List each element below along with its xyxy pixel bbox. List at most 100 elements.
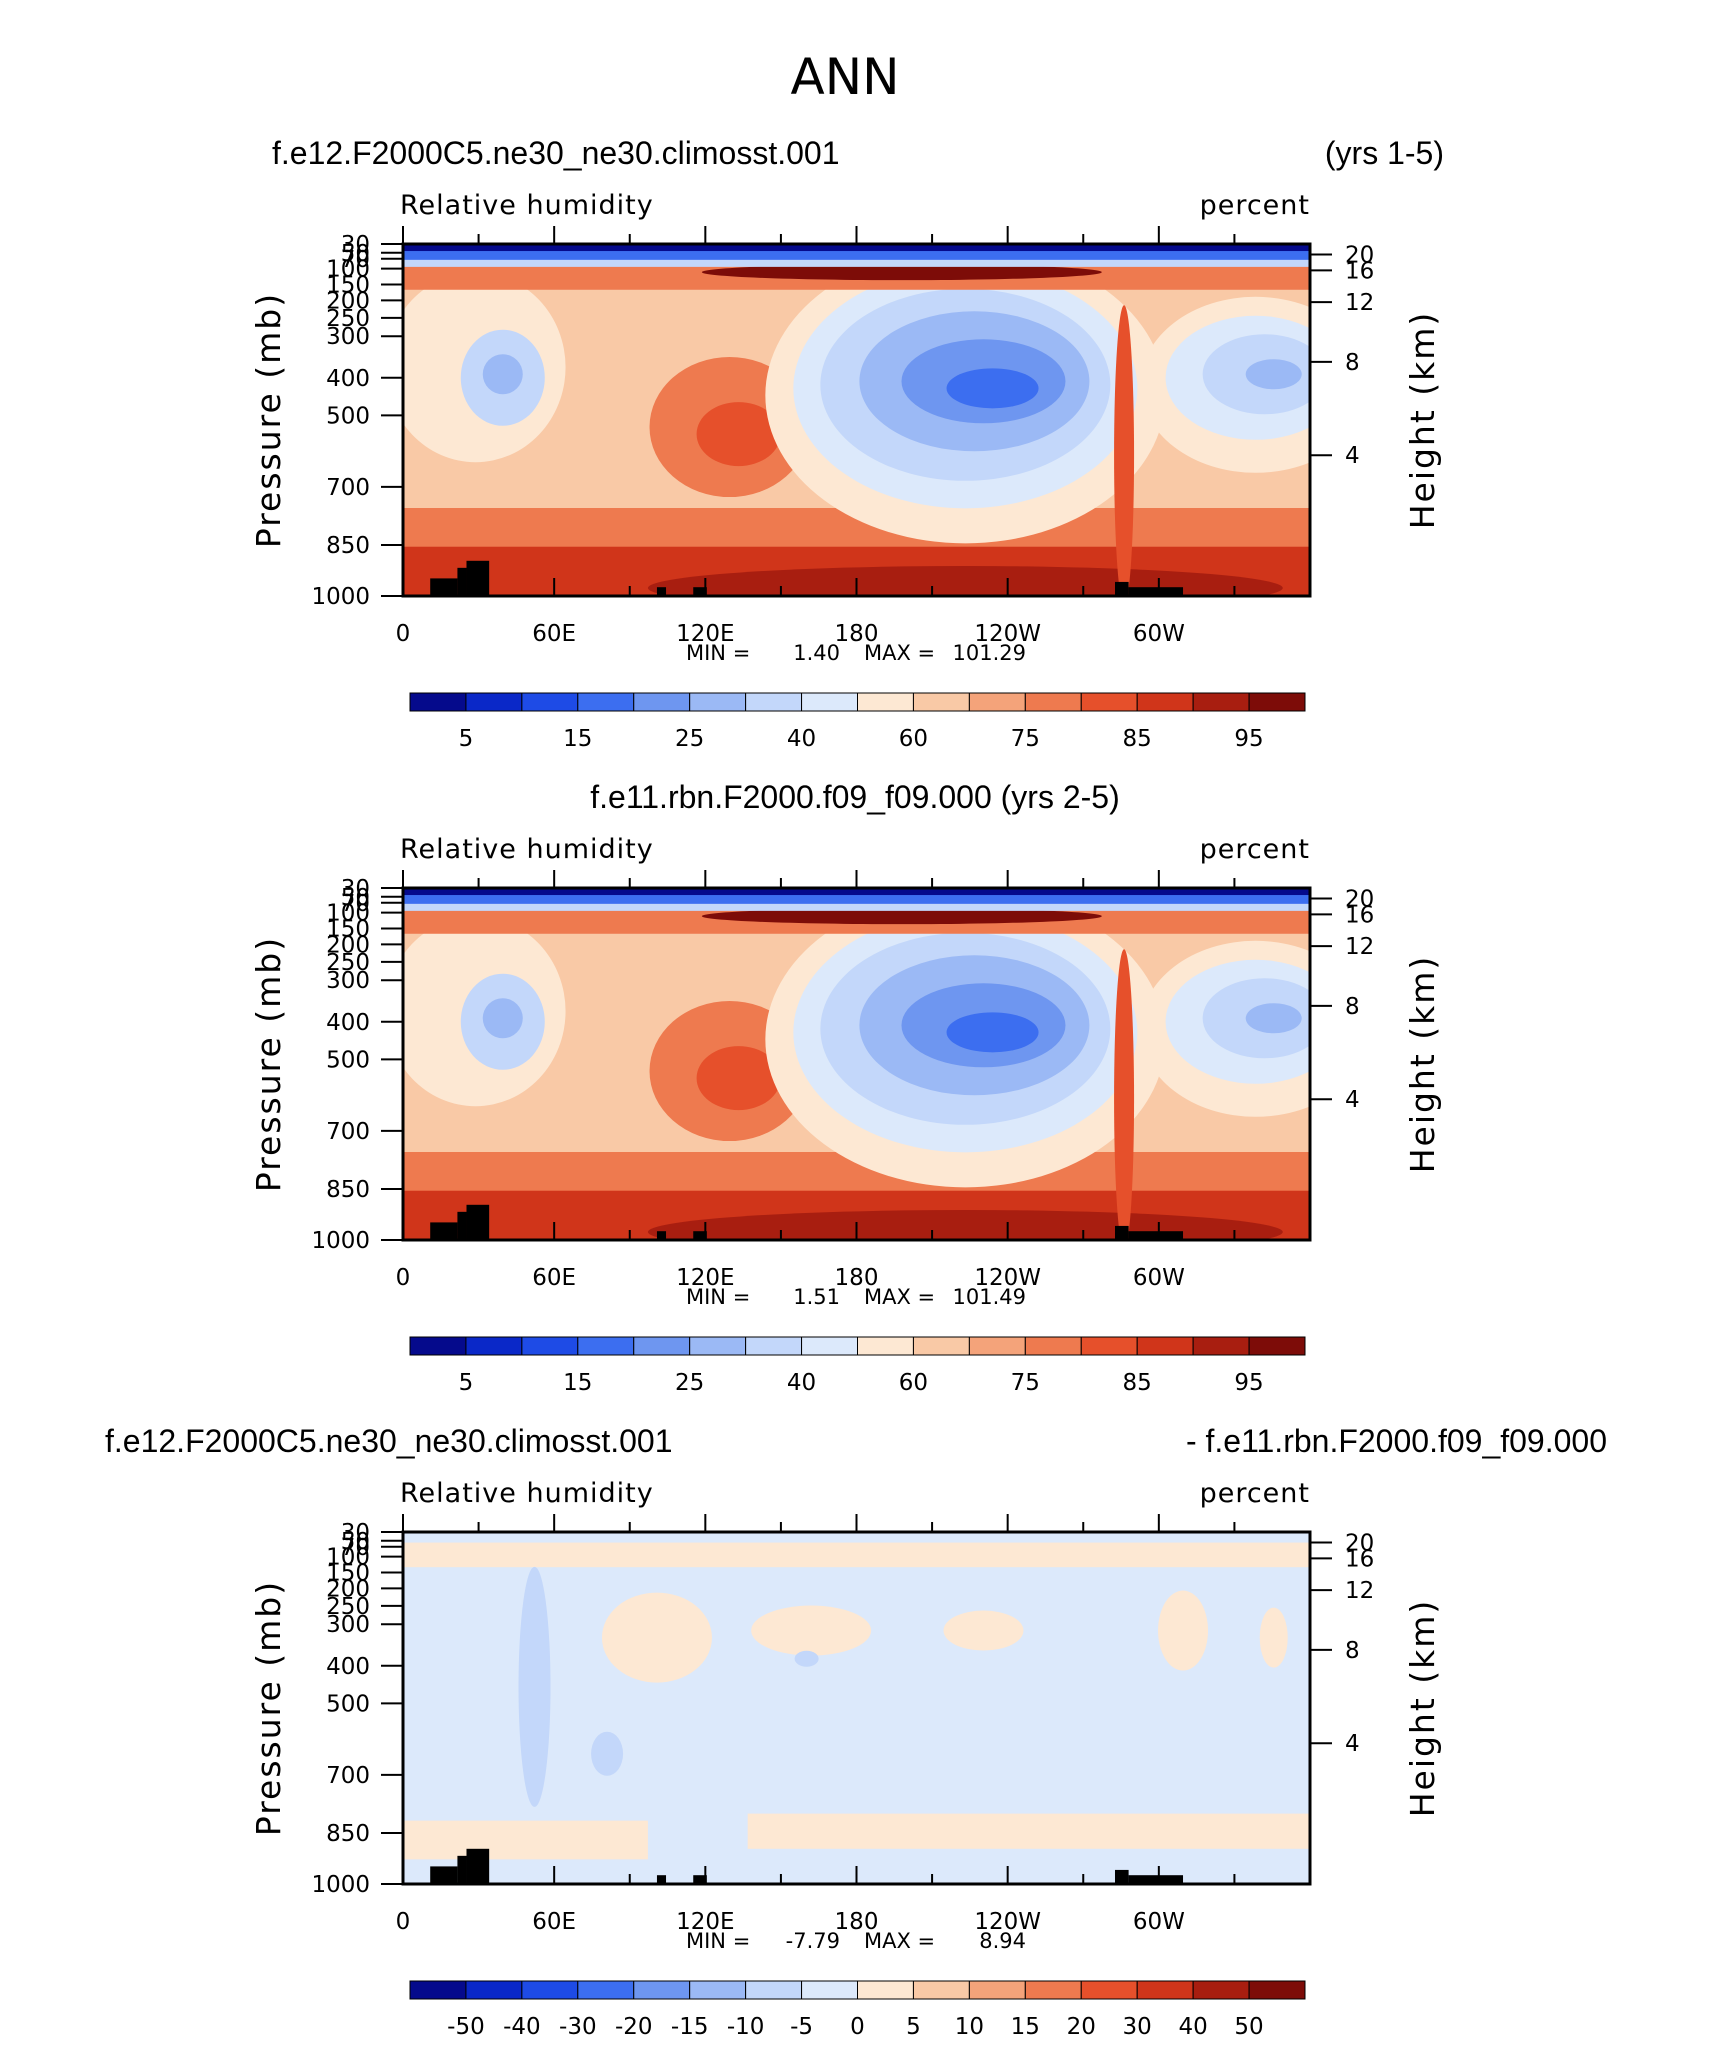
contour-band (946, 1012, 1039, 1053)
colorbar-swatch (1024, 1336, 1082, 1356)
contour-band (943, 1610, 1024, 1651)
colorbar-label: 50 (1234, 2014, 1263, 2040)
pressure-tick-label: 50 (341, 885, 370, 911)
pressure-tick-label: 300 (326, 1612, 370, 1638)
y-axis-label-right: Height (km) (1403, 311, 1442, 530)
pressure-tick-label: 200 (326, 288, 370, 314)
colorbar-label: -15 (671, 2014, 709, 2040)
contour-band (946, 368, 1039, 409)
colorbar-swatch (912, 1980, 970, 2000)
colorbar-swatch (577, 1980, 635, 2000)
topography (457, 567, 467, 596)
colorbar-swatch (689, 1336, 747, 1356)
pressure-tick-label: 250 (326, 1594, 370, 1620)
units-label: percent (1200, 834, 1310, 865)
height-tick-label: 20 (1345, 243, 1374, 269)
pressure-tick-label: 50 (341, 241, 370, 267)
y-axis-label: Pressure (mb) (249, 936, 288, 1192)
height-tick-label: 20 (1345, 887, 1374, 913)
colorbar-label: -20 (615, 2014, 653, 2040)
colorbar-swatch (409, 1980, 467, 2000)
colorbar-swatch (1024, 692, 1082, 712)
pressure-tick-label: 70 (341, 247, 370, 273)
pressure-tick-label: 300 (326, 968, 370, 994)
max-value: 8.94 (979, 1929, 1026, 1953)
topography (457, 1855, 467, 1884)
pressure-tick-label: 1000 (311, 1228, 370, 1254)
colorbar-swatch (1248, 692, 1306, 712)
contour-band (647, 566, 1283, 596)
chart-panel-3: f.e12.F2000C5.ne30_ne30.climosst.001 - f.… (105, 1423, 1607, 2040)
topography (693, 587, 707, 596)
colorbar-label: 75 (1011, 726, 1040, 752)
pressure-tick-label: 70 (341, 1535, 370, 1561)
colorbar-swatch (857, 692, 914, 712)
colorbar-swatch (1080, 692, 1138, 712)
colorbar-swatch (633, 1980, 691, 2000)
pressure-tick-label: 700 (326, 475, 370, 501)
topography (656, 1231, 667, 1240)
topography (656, 587, 667, 596)
variable-label: Relative humidity (400, 1478, 654, 1509)
panel-title: f.e11.rbn.F2000.f09_f09.000 (yrs 2-5) (590, 779, 1120, 815)
colorbar-swatch (801, 1980, 858, 2000)
height-tick-label: 12 (1345, 290, 1374, 316)
colorbar-swatch (745, 1336, 803, 1356)
y-axis-label: Pressure (mb) (249, 292, 288, 548)
units-label: percent (1200, 190, 1310, 221)
height-tick-label: 12 (1345, 934, 1374, 960)
contour-band (1114, 949, 1135, 1240)
colorbar-swatch (633, 1336, 691, 1356)
x-tick-label: 120W (974, 1909, 1041, 1935)
pressure-tick-label: 300 (326, 324, 370, 350)
topography (1114, 1225, 1129, 1240)
max-value: 101.29 (953, 641, 1026, 665)
colorbar-label: -10 (727, 2014, 765, 2040)
colorbar-swatch (745, 1980, 803, 2000)
pressure-tick-label: 100 (326, 1545, 370, 1571)
colorbar-label: -40 (503, 2014, 541, 2040)
contour-band (518, 1566, 551, 1807)
contour-band (701, 908, 1102, 925)
contour-band (482, 354, 523, 395)
pressure-tick-label: 250 (326, 306, 370, 332)
contour-field (403, 244, 1310, 596)
pressure-tick-label: 150 (326, 272, 370, 298)
contour-band (403, 888, 1310, 896)
topography (1128, 1231, 1184, 1240)
x-tick-label: 60W (1133, 621, 1185, 647)
y-axis-label-right: Height (km) (1403, 1599, 1442, 1818)
colorbar-swatch (689, 1980, 747, 2000)
chart-panel-1: f.e12.F2000C5.ne30_ne30.climosst.001 (yrs… (249, 135, 1444, 752)
contour-band (1259, 1607, 1288, 1668)
colorbar-label: 15 (1011, 2014, 1040, 2040)
colorbar-swatch (521, 692, 579, 712)
x-tick-label: 120W (974, 1265, 1041, 1291)
pressure-tick-label: 500 (326, 1691, 370, 1717)
pressure-tick-label: 850 (326, 533, 370, 559)
pressure-tick-label: 30 (341, 232, 370, 258)
colorbar-swatch (465, 692, 523, 712)
colorbar-swatch (801, 1336, 858, 1356)
colorbar-swatch (1136, 1336, 1194, 1356)
colorbar-swatch (1136, 692, 1194, 712)
colorbar-label: 40 (1178, 2014, 1207, 2040)
colorbar-label: 15 (563, 726, 592, 752)
pressure-tick-label: 100 (326, 901, 370, 927)
contour-band (747, 1813, 1310, 1849)
colorbar-swatch (968, 692, 1026, 712)
colorbar-label: 0 (850, 2014, 865, 2040)
pressure-tick-label: 50 (341, 1529, 370, 1555)
colorbar-label: 85 (1123, 1370, 1152, 1396)
height-tick-label: 20 (1345, 1531, 1374, 1557)
contour-band (1114, 305, 1135, 596)
pressure-tick-label: 400 (326, 1010, 370, 1036)
contour-band (701, 264, 1102, 281)
colorbar-swatch (968, 1336, 1026, 1356)
pressure-tick-label: 250 (326, 950, 370, 976)
colorbar-swatch (1248, 1980, 1306, 2000)
topography (430, 1222, 458, 1240)
colorbar-swatch (1192, 1336, 1250, 1356)
pressure-tick-label: 150 (326, 1560, 370, 1586)
pressure-tick-label: 700 (326, 1763, 370, 1789)
